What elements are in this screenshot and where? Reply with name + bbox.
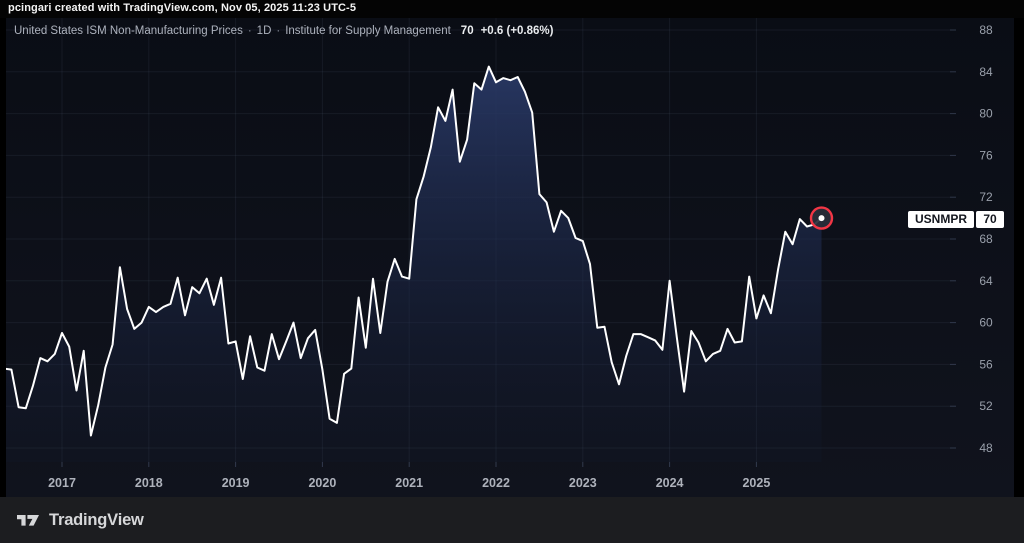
- svg-text:52: 52: [979, 399, 993, 413]
- series-change: +0.6 (+0.86%): [480, 25, 554, 37]
- last-point-dot: [818, 215, 825, 222]
- svg-text:2019: 2019: [222, 476, 250, 490]
- legend-separator: ·: [247, 25, 252, 37]
- svg-text:2020: 2020: [308, 476, 336, 490]
- svg-text:2023: 2023: [569, 476, 597, 490]
- svg-text:56: 56: [979, 357, 993, 371]
- brand-name: TradingView: [49, 510, 144, 529]
- price-axis[interactable]: 88 84 80 76 72 68 64 60 56 52 48: [979, 23, 993, 455]
- attribution-text: pcingari created with TradingView.com, N…: [8, 2, 357, 14]
- tradingview-logo-icon: [17, 514, 39, 526]
- svg-text:68: 68: [979, 232, 993, 246]
- svg-text:2022: 2022: [482, 476, 510, 490]
- legend-separator: ·: [276, 25, 281, 37]
- svg-text:72: 72: [979, 190, 993, 204]
- series-last-value: 70: [460, 25, 474, 37]
- attribution-bar: pcingari created with TradingView.com, N…: [0, 0, 1024, 18]
- series-source: Institute for Supply Management: [285, 25, 451, 37]
- series-interval[interactable]: 1D: [256, 25, 272, 37]
- svg-text:76: 76: [979, 148, 993, 162]
- price-badge: 70: [976, 211, 1005, 228]
- svg-text:80: 80: [979, 107, 993, 121]
- svg-text:2024: 2024: [656, 476, 684, 490]
- series-title[interactable]: United States ISM Non-Manufacturing Pric…: [14, 25, 243, 37]
- area-fill: [6, 66, 822, 462]
- svg-text:64: 64: [979, 274, 993, 288]
- price-label: USNMPR 70: [908, 211, 1005, 228]
- svg-text:2017: 2017: [48, 476, 76, 490]
- chart-card: 88 84 80 76 72 68 64 60 56 52 48 2017 2018 2019 2020 20…: [6, 18, 1014, 497]
- price-line: [6, 65, 823, 437]
- symbol-badge: USNMPR: [908, 211, 975, 228]
- time-axis[interactable]: 2017 2018 2019 2020 2021 2022 2023 2024 2025: [48, 476, 770, 490]
- svg-text:2025: 2025: [742, 476, 770, 490]
- svg-text:60: 60: [979, 316, 993, 330]
- svg-text:2021: 2021: [395, 476, 423, 490]
- footer-bar: TradingView: [0, 497, 1024, 543]
- svg-text:84: 84: [979, 65, 993, 79]
- svg-text:2018: 2018: [135, 476, 163, 490]
- svg-text:48: 48: [979, 441, 993, 455]
- brand-logo[interactable]: TradingView: [17, 497, 144, 543]
- svg-text:88: 88: [979, 23, 993, 37]
- series-legend: United States ISM Non-Manufacturing Pric…: [14, 25, 553, 37]
